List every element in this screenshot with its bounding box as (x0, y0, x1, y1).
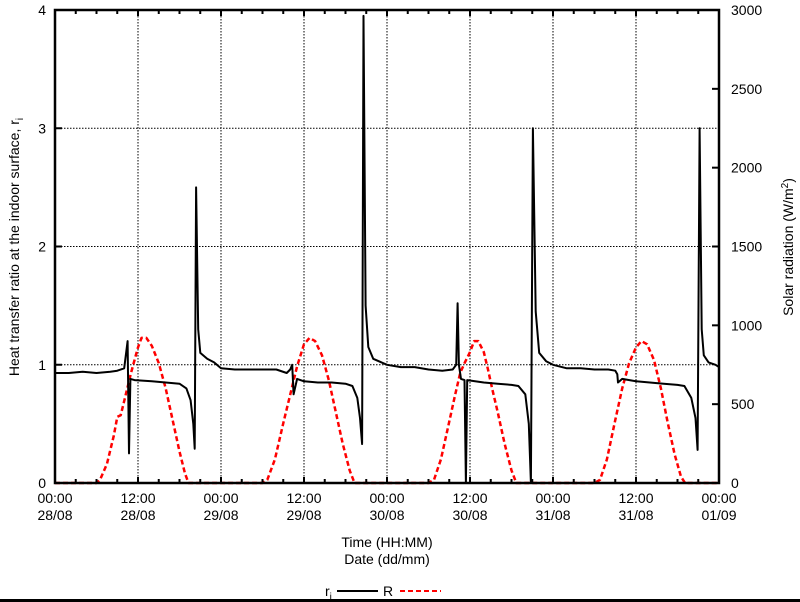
y-tick-label: 3 (38, 120, 46, 136)
x-axis-label-date: Date (dd/mm) (344, 551, 430, 567)
y2-tick-label: 1000 (731, 317, 762, 333)
x-tick-date: 28/08 (37, 507, 72, 523)
y2-tick-label: 0 (731, 475, 739, 491)
x-axis-label: Time (HH:MM) (341, 534, 432, 550)
x-tick-date: 29/08 (203, 507, 238, 523)
x-tick-time: 00:00 (701, 490, 736, 506)
y2-axis-tick-labels: 0 500 1000 1500 2000 2500 3000 (731, 2, 762, 491)
y2-axis-label: Solar radiation (W/m2) (780, 178, 796, 316)
x-tick-date: 31/08 (618, 507, 653, 523)
y-tick-label: 0 (38, 475, 46, 491)
x-tick-date: 28/08 (120, 507, 155, 523)
x-tick-date: 29/08 (286, 507, 321, 523)
legend-label-ri: ri (325, 583, 332, 602)
x-tick-time: 12:00 (120, 490, 155, 506)
x-tick-date: 31/08 (535, 507, 570, 523)
series-solar-radiation (55, 336, 719, 485)
x-tick-date: 30/08 (452, 507, 487, 523)
x-tick-date: 01/09 (701, 507, 736, 523)
y2-tick-label: 2500 (731, 81, 762, 97)
y-axis-label: Heat transfer ratio at the indoor surfac… (6, 118, 26, 376)
x-tick-time: 00:00 (203, 490, 238, 506)
figure-bottom-border (0, 599, 800, 602)
y2-tick-label: 2000 (731, 160, 762, 176)
y-axis-tick-labels: 0 1 2 3 4 (38, 2, 46, 491)
legend-label-R: R (383, 583, 393, 599)
axis-ticks (54, 9, 720, 484)
y-tick-label: 2 (38, 239, 46, 255)
y-tick-label: 4 (38, 2, 46, 18)
x-tick-time: 00:00 (369, 490, 404, 506)
y-tick-label: 1 (38, 357, 46, 373)
x-tick-time: 12:00 (286, 490, 321, 506)
series-heat-transfer-ratio (55, 14, 720, 484)
legend: ri R (325, 583, 441, 602)
x-axis-tick-labels: 00:0028/0812:0028/0800:0029/0812:0029/08… (37, 490, 736, 523)
grid-lines (55, 10, 719, 483)
y2-tick-label: 1500 (731, 239, 762, 255)
x-tick-time: 00:00 (37, 490, 72, 506)
x-tick-date: 30/08 (369, 507, 404, 523)
y2-tick-label: 3000 (731, 2, 762, 18)
x-tick-time: 12:00 (618, 490, 653, 506)
x-tick-time: 12:00 (452, 490, 487, 506)
x-tick-time: 00:00 (535, 490, 570, 506)
y2-tick-label: 500 (731, 396, 755, 412)
